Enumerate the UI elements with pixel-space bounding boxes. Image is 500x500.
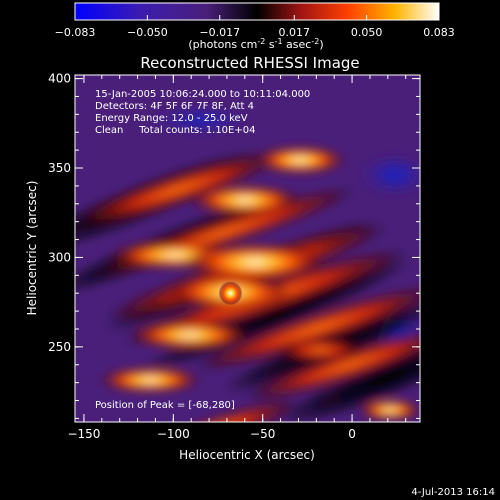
- colorbar-tick-label: −0.083: [55, 26, 96, 39]
- colorbar-ticks: −0.083 −0.050 −0.017 0.017 0.050 0.083: [55, 15, 455, 39]
- heatmap-blue-region: [150, 108, 250, 132]
- axis-ticks: −150 −100 −50 0 250 300 350 400: [48, 72, 420, 441]
- info-energy-range: Energy Range: 12.0 - 25.0 keV: [95, 113, 248, 124]
- heatmap-hot-spot: [185, 244, 325, 280]
- colorbar-tick-label: −0.050: [127, 26, 168, 39]
- x-axis-label: Heliocentric X (arcsec): [179, 448, 315, 462]
- heatmap-hot-spot: [100, 368, 200, 392]
- peak-position-label: Position of Peak = [-68,280]: [95, 400, 235, 411]
- y-axis-label: Heliocentric Y (arcsec): [25, 181, 39, 316]
- colorbar-tick-label: 0.050: [351, 26, 383, 39]
- y-tick-label: 350: [48, 161, 71, 175]
- heatmap-warm-spot: [275, 339, 365, 361]
- colorbar-units: (photons cm-2 s-1 asec-2): [188, 37, 323, 51]
- peak-marker: [218, 281, 243, 306]
- plot-frame: [74, 74, 421, 423]
- chart-title: Reconstructed RHESSI Image: [140, 54, 359, 72]
- colorbar-tick-label: 0.017: [279, 26, 311, 39]
- x-tick-label: 0: [348, 427, 356, 441]
- heatmap-image: [75, 75, 420, 422]
- heatmap-hot-spot: [360, 400, 420, 420]
- footer-date: 4-Jul-2013 16:14: [411, 487, 495, 498]
- colorbar-gradient: [74, 2, 440, 21]
- heatmap-hot-spot: [130, 322, 250, 348]
- y-tick-label: 400: [48, 72, 71, 86]
- x-tick-label: −150: [67, 427, 100, 441]
- x-tick-label: −50: [250, 427, 275, 441]
- y-tick-label: 250: [48, 340, 71, 354]
- heatmap-hot-spot: [255, 147, 345, 173]
- info-time-range: 15-Jan-2005 10:06:24.000 to 10:11:04.000: [95, 89, 310, 100]
- info-clean-counts: Clean Total counts: 1.10E+04: [95, 125, 255, 136]
- heatmap-hot-spot: [190, 186, 300, 214]
- colorbar-tick-label: −0.017: [199, 26, 240, 39]
- x-tick-label: −100: [157, 427, 190, 441]
- heatmap-blue-region: [360, 155, 420, 195]
- colorbar: −0.083 −0.050 −0.017 0.017 0.050 0.083 (photo…: [55, 2, 455, 51]
- colorbar-tick-label: 0.083: [423, 26, 455, 39]
- y-tick-label: 300: [48, 250, 71, 264]
- info-annotations: 15-Jan-2005 10:06:24.000 to 10:11:04.000…: [95, 89, 310, 411]
- heatmap-structure: [75, 108, 420, 422]
- info-detectors: Detectors: 4F 5F 6F 7F 8F, Att 4: [95, 101, 254, 112]
